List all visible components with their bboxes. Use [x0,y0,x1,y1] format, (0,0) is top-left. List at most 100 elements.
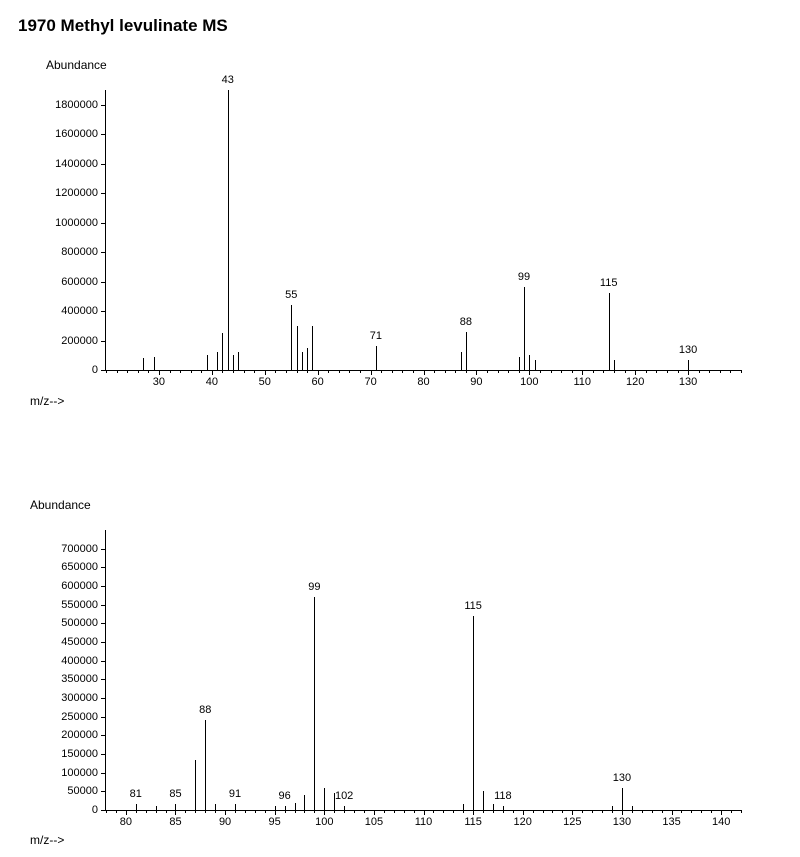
xtick-minor [394,810,395,813]
ytick [101,698,106,699]
ytick-label: 1000000 [55,217,98,229]
peak-label: 81 [130,788,142,800]
ms-peak [632,806,633,810]
xtick-minor [402,370,403,373]
ms-peak [493,804,494,810]
xtick [424,810,425,815]
xtick-label: 140 [712,816,730,828]
xtick-label: 130 [679,376,697,388]
ytick-label: 200000 [61,729,98,741]
xtick [175,810,176,815]
ytick-label: 0 [92,804,98,816]
xtick-minor [307,370,308,373]
ms-peak [154,357,155,370]
xtick-label: 70 [364,376,376,388]
chart1-ylabel: Abundance [46,58,107,72]
ytick [101,679,106,680]
xtick-minor [364,810,365,813]
ms-peak [222,333,223,370]
xtick-minor [255,810,256,813]
xtick-label: 115 [464,816,482,828]
xtick-minor [572,370,573,373]
ytick [101,623,106,624]
ytick [101,164,106,165]
xtick-minor [453,810,454,813]
xtick [529,370,530,375]
xtick-minor [551,370,552,373]
xtick-minor [195,810,196,813]
ms-peak [233,355,234,370]
peak-label: 115 [464,600,482,612]
xtick-minor [191,370,192,373]
ms-peak [524,287,525,370]
ytick-label: 250000 [61,711,98,723]
xtick-label: 90 [470,376,482,388]
xtick-minor [392,370,393,373]
ytick [101,642,106,643]
xtick-label: 125 [563,816,581,828]
xtick-minor [265,810,266,813]
xtick-minor [513,810,514,813]
xtick-minor [741,810,742,813]
xtick-minor [498,370,499,373]
xtick-minor [233,370,234,373]
ytick-label: 50000 [67,785,98,797]
ms-peak [307,348,308,370]
xtick-minor [222,370,223,373]
xtick-label: 50 [259,376,271,388]
ytick-label: 700000 [61,543,98,555]
xtick-minor [295,810,296,813]
peak-label: 43 [222,74,234,86]
ytick-label: 350000 [61,673,98,685]
ytick [101,252,106,253]
peak-label: 71 [370,330,382,342]
xtick-minor [344,810,345,813]
xtick-minor [381,370,382,373]
ytick-label: 450000 [61,636,98,648]
xtick-minor [731,810,732,813]
ms-peak [463,804,464,810]
ms-peak [609,293,610,370]
xtick-minor [592,810,593,813]
xtick-minor [720,370,721,373]
peak-label: 55 [285,289,297,301]
ms-peak [614,360,615,370]
peak-label: 88 [460,316,472,328]
xtick-minor [612,810,613,813]
xtick-minor [205,810,206,813]
xtick [523,810,524,815]
xtick-minor [652,810,653,813]
xtick-minor [463,810,464,813]
peak-label: 130 [613,772,631,784]
xtick [275,810,276,815]
xtick-minor [339,370,340,373]
xtick [688,370,689,375]
xtick-minor [656,370,657,373]
xtick-minor [106,810,107,813]
xtick-minor [235,810,236,813]
xtick [265,370,266,375]
xtick [721,810,722,815]
ytick-label: 400000 [61,305,98,317]
chart2-ylabel: Abundance [30,498,91,512]
ms-peak [529,355,530,370]
xtick-minor [691,810,692,813]
ms-peak [622,788,623,810]
xtick-minor [148,370,149,373]
ms-peak [519,357,520,370]
xtick-label: 100 [315,816,333,828]
xtick-minor [561,370,562,373]
ytick-label: 150000 [61,748,98,760]
xtick-minor [304,810,305,813]
peak-label: 91 [229,788,241,800]
ytick-label: 600000 [61,276,98,288]
xtick-minor [711,810,712,813]
xtick-minor [201,370,202,373]
ytick-label: 1400000 [55,158,98,170]
page: { "title": { "text": "1970 Methyl levuli… [0,0,800,857]
ms-peak [503,806,504,810]
xtick [374,810,375,815]
ms-peak [302,352,303,370]
ytick [101,134,106,135]
ytick-label: 600000 [61,580,98,592]
